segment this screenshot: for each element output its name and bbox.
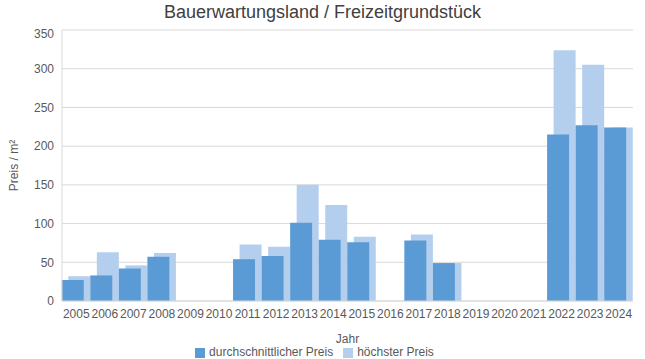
svg-text:150: 150 — [34, 178, 54, 192]
svg-text:100: 100 — [34, 217, 54, 231]
svg-text:2020: 2020 — [491, 307, 518, 321]
svg-text:2023: 2023 — [577, 307, 604, 321]
svg-text:Preis / m²: Preis / m² — [8, 140, 21, 191]
svg-text:2005: 2005 — [63, 307, 90, 321]
svg-text:2024: 2024 — [605, 307, 632, 321]
svg-text:2014: 2014 — [320, 307, 347, 321]
svg-text:2019: 2019 — [463, 307, 490, 321]
html-text:durchschnittlicher Preis: durchschnittlicher Preis — [209, 345, 334, 359]
svg-text:2008: 2008 — [149, 307, 176, 321]
svg-text:2021: 2021 — [520, 307, 547, 321]
svg-text:2016: 2016 — [377, 307, 404, 321]
svg-text:2010: 2010 — [206, 307, 233, 321]
svg-text:350: 350 — [34, 27, 54, 41]
svg-text:2017: 2017 — [406, 307, 433, 321]
svg-text:2018: 2018 — [434, 307, 461, 321]
svg-text:2009: 2009 — [177, 307, 204, 321]
html-text:Bauerwartungsland / Freizeitgr: Bauerwartungsland / Freizeitgrundstück — [163, 2, 482, 22]
svg-text:Jahr: Jahr — [336, 332, 359, 346]
svg-text:50: 50 — [41, 256, 55, 270]
svg-text:2022: 2022 — [548, 307, 575, 321]
svg-text:250: 250 — [34, 101, 54, 115]
svg-text:2012: 2012 — [263, 307, 290, 321]
html-text:höchster Preis: höchster Preis — [357, 345, 434, 359]
svg-text:300: 300 — [34, 62, 54, 76]
svg-text:2006: 2006 — [91, 307, 118, 321]
svg-text:2011: 2011 — [235, 307, 261, 321]
svg-text:2015: 2015 — [348, 307, 375, 321]
svg-text:0: 0 — [47, 294, 54, 308]
svg-text:2013: 2013 — [291, 307, 318, 321]
svg-text:2007: 2007 — [120, 307, 147, 321]
svg-text:200: 200 — [34, 139, 54, 153]
